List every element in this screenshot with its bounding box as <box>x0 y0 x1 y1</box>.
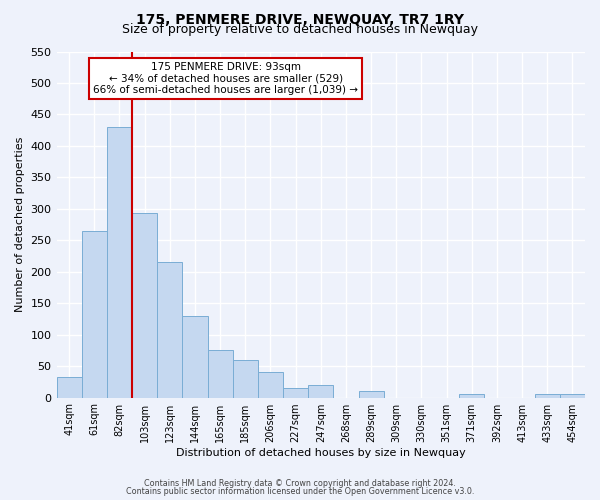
Bar <box>56 378 82 398</box>
Text: Contains HM Land Registry data © Crown copyright and database right 2024.: Contains HM Land Registry data © Crown c… <box>144 478 456 488</box>
X-axis label: Distribution of detached houses by size in Newquay: Distribution of detached houses by size … <box>176 448 466 458</box>
Text: Size of property relative to detached houses in Newquay: Size of property relative to detached ho… <box>122 22 478 36</box>
Y-axis label: Number of detached properties: Number of detached properties <box>15 137 25 312</box>
Bar <box>359 392 383 398</box>
Bar <box>560 394 585 398</box>
Bar <box>258 372 283 398</box>
Text: 175, PENMERE DRIVE, NEWQUAY, TR7 1RY: 175, PENMERE DRIVE, NEWQUAY, TR7 1RY <box>136 12 464 26</box>
Bar <box>233 360 258 398</box>
Text: Contains public sector information licensed under the Open Government Licence v3: Contains public sector information licen… <box>126 487 474 496</box>
Bar <box>182 316 208 398</box>
Bar <box>283 388 308 398</box>
Bar <box>157 262 182 398</box>
Bar <box>308 385 334 398</box>
Bar <box>107 127 132 398</box>
Bar <box>535 394 560 398</box>
Text: 175 PENMERE DRIVE: 93sqm
← 34% of detached houses are smaller (529)
66% of semi-: 175 PENMERE DRIVE: 93sqm ← 34% of detach… <box>93 62 358 95</box>
Bar <box>459 394 484 398</box>
Bar <box>132 213 157 398</box>
Bar <box>82 231 107 398</box>
Bar <box>208 350 233 398</box>
